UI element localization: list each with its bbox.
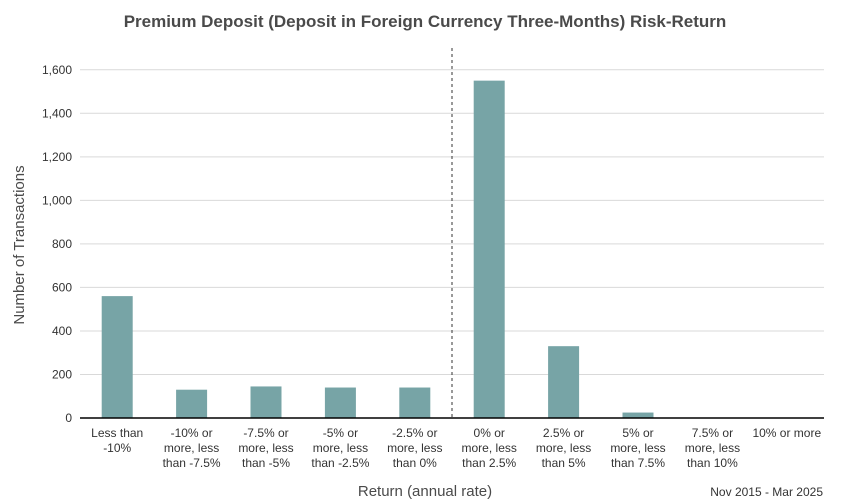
x-tick-label: 10% or more (752, 426, 821, 440)
bars (101, 80, 654, 418)
y-tick-label: 1,000 (42, 193, 72, 207)
y-tick-label: 1,400 (42, 106, 72, 120)
x-tick-label: 2.5% or more, less than 5% (536, 426, 591, 470)
bar (176, 389, 208, 418)
y-tick-label: 400 (52, 324, 72, 338)
bar (473, 80, 505, 418)
y-tick-label: 200 (52, 367, 72, 381)
y-tick-label: 800 (52, 237, 72, 251)
bar (324, 387, 356, 418)
x-tick-label: -10% or more, less than -7.5% (163, 426, 221, 470)
y-axis-ticks: 0 200 400 600 800 1,000 1,200 1,400 1,600 (42, 63, 72, 425)
x-axis-title: Return (annual rate) (358, 483, 492, 500)
x-tick-label: -7.5% or more, less than -5% (238, 426, 293, 470)
x-tick-label: 5% or more, less than 7.5% (610, 426, 665, 470)
x-tick-label: Less than -10% (91, 426, 143, 455)
y-tick-label: 1,600 (42, 63, 72, 77)
bar (548, 346, 580, 418)
y-axis-title: Number of Transactions (11, 165, 28, 324)
y-tick-label: 600 (52, 280, 72, 294)
bar (399, 387, 431, 418)
bar (250, 386, 282, 418)
x-tick-label: 7.5% or more, less than 10% (685, 426, 740, 470)
x-tick-label: -2.5% or more, less than 0% (387, 426, 442, 470)
date-range-note: Nov 2015 - Mar 2025 (710, 485, 823, 499)
bar (622, 412, 654, 418)
x-tick-label: -5% or more, less than -2.5% (311, 426, 369, 470)
chart-title: Premium Deposit (Deposit in Foreign Curr… (124, 12, 727, 31)
x-tick-label: 0% or more, less than 2.5% (462, 426, 517, 470)
x-axis-categories: Less than -10% -10% or more, less than -7.5%… (91, 426, 821, 470)
y-tick-label: 1,200 (42, 150, 72, 164)
bar (101, 296, 133, 418)
y-tick-label: 0 (65, 411, 72, 425)
